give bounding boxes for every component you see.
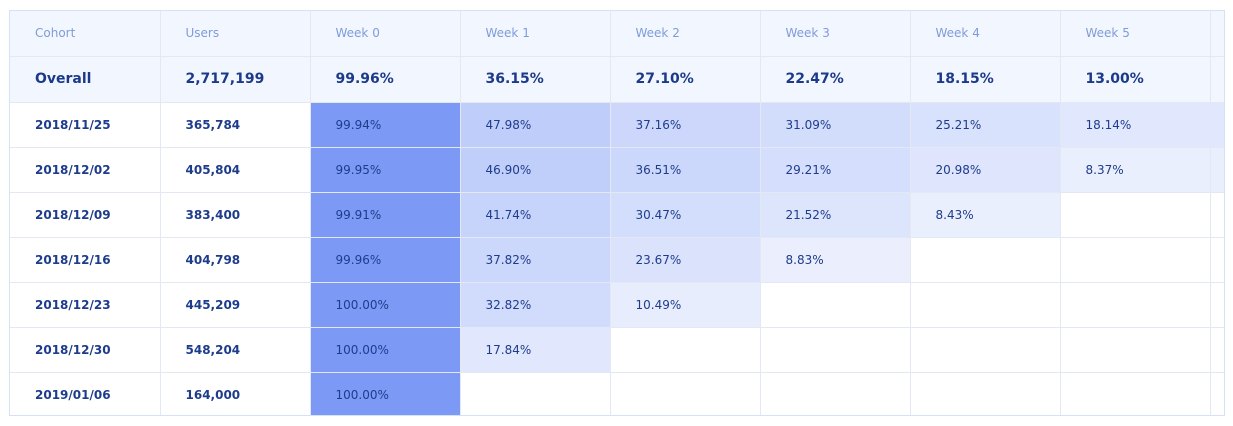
cohort-row: 2019/01/06 164,000 100.00% [10,372,1224,415]
cohort-users: 365,784 [160,102,311,148]
row-filler [1210,147,1224,193]
retention-cell: 8.37% [1060,147,1211,193]
overall-label: Overall [10,56,161,103]
empty-cell [1060,282,1211,328]
cohort-label: 2019/01/06 [10,372,161,415]
retention-cell: 23.67% [610,237,761,283]
row-filler [1210,282,1224,328]
retention-cell: 21.52% [760,192,911,238]
retention-cell: 100.00% [310,327,461,373]
retention-cell: 25.21% [910,102,1061,148]
empty-cell [460,372,611,415]
empty-cell [910,282,1061,328]
retention-cell: 99.96% [310,237,461,283]
cohort-users: 383,400 [160,192,311,238]
overall-users: 2,717,199 [160,56,311,103]
cohort-row: 2018/12/23 445,209 100.00% 32.82% 10.49% [10,282,1224,328]
retention-cell: 99.95% [310,147,461,193]
cohort-users: 445,209 [160,282,311,328]
retention-cell: 20.98% [910,147,1061,193]
column-header-week-4[interactable]: Week 4 [910,11,1061,57]
retention-cell: 100.00% [310,372,461,415]
empty-cell [760,372,911,415]
empty-cell [1060,237,1211,283]
column-header-week-1[interactable]: Week 1 [460,11,611,57]
retention-cell: 37.82% [460,237,611,283]
row-filler [1210,237,1224,283]
empty-cell [610,372,761,415]
retention-cell: 8.43% [910,192,1061,238]
empty-cell [910,327,1061,373]
header-row: Cohort Users Week 0 Week 1 Week 2 Week 3… [10,11,1224,57]
retention-cell: 17.84% [460,327,611,373]
retention-cell: 18.14% [1060,102,1211,148]
row-filler [1210,327,1224,373]
column-header-week-2[interactable]: Week 2 [610,11,761,57]
empty-cell [910,372,1061,415]
overall-week-3: 22.47% [760,56,911,103]
cohort-row: 2018/12/02 405,804 99.95% 46.90% 36.51% 29.21… [10,147,1224,193]
cohort-row: 2018/12/30 548,204 100.00% 17.84% [10,327,1224,373]
cohort-users: 405,804 [160,147,311,193]
cohort-row: 2018/12/16 404,798 99.96% 37.82% 23.67% 8.83% [10,237,1224,283]
column-header-week-3[interactable]: Week 3 [760,11,911,57]
overall-week-0: 99.96% [310,56,461,103]
overall-row: Overall 2,717,199 99.96% 36.15% 27.10% 2… [10,56,1224,103]
column-header-cohort[interactable]: Cohort [10,11,161,57]
retention-cell: 36.51% [610,147,761,193]
cohort-label: 2018/12/23 [10,282,161,328]
overall-week-1: 36.15% [460,56,611,103]
row-filler [1210,102,1224,148]
retention-cell: 10.49% [610,282,761,328]
cohort-label: 2018/11/25 [10,102,161,148]
retention-cell: 30.47% [610,192,761,238]
retention-cell: 41.74% [460,192,611,238]
cohort-users: 548,204 [160,327,311,373]
overall-week-4: 18.15% [910,56,1061,103]
retention-cell: 99.94% [310,102,461,148]
retention-cell: 31.09% [760,102,911,148]
retention-table: Cohort Users Week 0 Week 1 Week 2 Week 3… [10,11,1224,415]
empty-cell [760,282,911,328]
retention-cell: 29.21% [760,147,911,193]
empty-cell [610,327,761,373]
header-filler [1210,11,1224,57]
overall-week-2: 27.10% [610,56,761,103]
empty-cell [1060,372,1211,415]
retention-cell: 99.91% [310,192,461,238]
empty-cell [760,327,911,373]
cohort-label: 2018/12/09 [10,192,161,238]
empty-cell [1060,327,1211,373]
cohort-row: 2018/12/09 383,400 99.91% 41.74% 30.47% 21.52… [10,192,1224,238]
column-header-week-5[interactable]: Week 5 [1060,11,1211,57]
retention-cell: 32.82% [460,282,611,328]
cohort-label: 2018/12/02 [10,147,161,193]
retention-cell: 37.16% [610,102,761,148]
retention-cell: 8.83% [760,237,911,283]
overall-week-5: 13.00% [1060,56,1211,103]
empty-cell [910,237,1061,283]
row-filler [1210,192,1224,238]
retention-cell: 47.98% [460,102,611,148]
overall-filler [1210,56,1224,103]
cohort-users: 404,798 [160,237,311,283]
retention-cell: 100.00% [310,282,461,328]
column-header-week-0[interactable]: Week 0 [310,11,461,57]
cohort-label: 2018/12/30 [10,327,161,373]
empty-cell [1060,192,1211,238]
cohort-users: 164,000 [160,372,311,415]
cohort-label: 2018/12/16 [10,237,161,283]
cohort-row: 2018/11/25 365,784 99.94% 47.98% 37.16% 31.09… [10,102,1224,148]
retention-table-card: Cohort Users Week 0 Week 1 Week 2 Week 3… [9,10,1225,416]
column-header-users[interactable]: Users [160,11,311,57]
row-filler [1210,372,1224,415]
retention-cell: 46.90% [460,147,611,193]
